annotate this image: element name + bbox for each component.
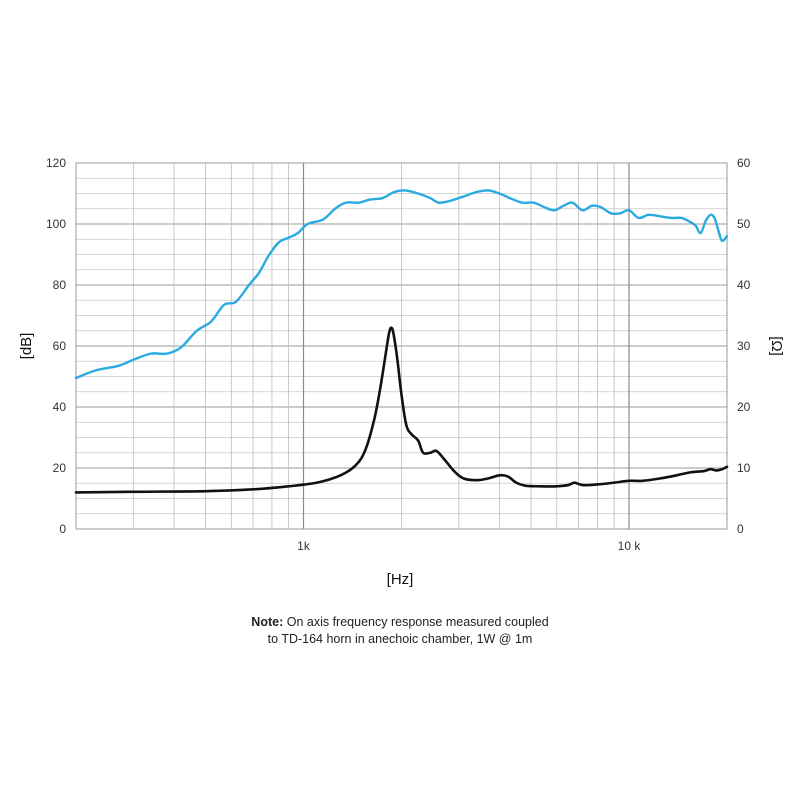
note-text-1: On axis frequency response measured coup… <box>286 615 549 629</box>
y2-tick-label: 30 <box>737 339 751 353</box>
x-tick-label: 1k <box>297 539 311 553</box>
y2-tick-label: 60 <box>737 156 751 170</box>
plot-frame <box>75 162 728 530</box>
x-tick-label: 10 k <box>618 539 642 553</box>
chart-grid <box>75 162 728 530</box>
y-tick-label: 80 <box>53 278 67 292</box>
y-tick-label: 20 <box>53 461 67 475</box>
y-tick-label: 40 <box>53 400 67 414</box>
y-tick-label: 60 <box>53 339 67 353</box>
impedance-line <box>74 326 729 494</box>
y2-tick-label: 0 <box>737 522 744 536</box>
chart-axes: 0 20 40 60 80 100 120 0 10 20 30 40 50 60 1k 10 k <box>46 156 751 553</box>
x-axis-label: [Hz] <box>387 571 414 588</box>
y-tick-label: 120 <box>46 156 66 170</box>
y2-axis-label: [Ω] <box>768 336 785 356</box>
y2-tick-label: 50 <box>737 217 751 231</box>
y-tick-label: 100 <box>46 217 66 231</box>
spl-line <box>74 189 729 380</box>
y-tick-label: 0 <box>59 522 66 536</box>
note-line-2: to TD-164 horn in anechoic chamber, 1W @… <box>267 632 533 646</box>
y2-tick-label: 10 <box>737 461 751 475</box>
chart-series <box>74 189 729 494</box>
note-label: Note: <box>251 615 284 629</box>
y-axis-label: [dB] <box>18 333 35 360</box>
y2-tick-label: 20 <box>737 400 751 414</box>
y2-tick-label: 40 <box>737 278 751 292</box>
chart-note: Note: On axis frequency response measure… <box>0 614 800 648</box>
note-line-1: Note: On axis frequency response measure… <box>0 614 800 631</box>
